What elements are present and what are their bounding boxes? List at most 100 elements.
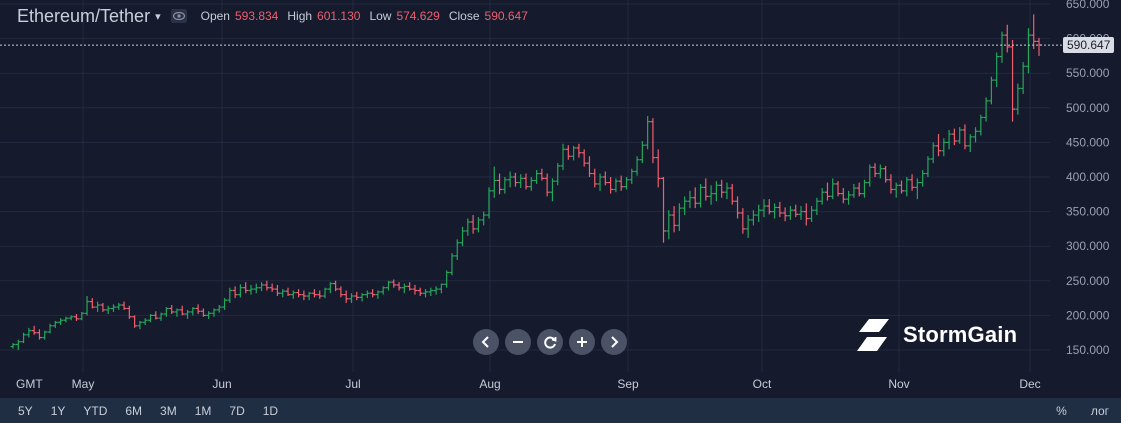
ohlc-bar[interactable]	[507, 171, 513, 188]
ohlc-bar[interactable]	[343, 290, 349, 303]
ohlc-bar[interactable]	[15, 339, 21, 350]
ohlc-bar[interactable]	[920, 170, 926, 187]
ohlc-bar[interactable]	[179, 305, 185, 316]
ohlc-bar[interactable]	[703, 178, 709, 201]
ohlc-bar[interactable]	[475, 217, 481, 233]
ohlc-bar[interactable]	[1036, 37, 1042, 56]
ohlc-bar[interactable]	[322, 287, 328, 299]
ohlc-bar[interactable]	[1010, 39, 1016, 122]
ohlc-bar[interactable]	[814, 197, 820, 216]
ohlc-bar[interactable]	[237, 284, 243, 298]
ohlc-bar[interactable]	[280, 289, 286, 298]
ohlc-bar[interactable]	[433, 286, 439, 295]
ohlc-bar[interactable]	[851, 183, 857, 198]
range-button-7d[interactable]: 7D	[229, 403, 245, 418]
ohlc-bar[interactable]	[877, 164, 883, 179]
ohlc-bar[interactable]	[645, 116, 651, 150]
ohlc-bar[interactable]	[661, 177, 667, 243]
ohlc-bar[interactable]	[756, 204, 762, 222]
ohlc-bar[interactable]	[682, 196, 688, 216]
ohlc-bar[interactable]	[830, 178, 836, 200]
ohlc-bar[interactable]	[274, 284, 280, 297]
ohlc-bar[interactable]	[407, 282, 413, 291]
log-scale-toggle[interactable]: лог	[1090, 403, 1109, 418]
ohlc-bar[interactable]	[311, 289, 317, 298]
ohlc-bar[interactable]	[470, 215, 476, 234]
ohlc-bar[interactable]	[957, 127, 963, 144]
ohlc-bar[interactable]	[253, 283, 259, 294]
ohlc-bar[interactable]	[222, 298, 228, 310]
ohlc-bar[interactable]	[528, 177, 534, 191]
ohlc-bar[interactable]	[385, 280, 391, 291]
ohlc-bar[interactable]	[1004, 24, 1010, 53]
ohlc-bar[interactable]	[666, 210, 672, 240]
ohlc-bar[interactable]	[31, 325, 37, 335]
ohlc-bar[interactable]	[571, 145, 577, 161]
ohlc-bar[interactable]	[983, 97, 989, 122]
ohlc-bar[interactable]	[719, 179, 725, 198]
ohlc-bar[interactable]	[930, 142, 936, 164]
ohlc-bar[interactable]	[89, 298, 95, 309]
ohlc-bar[interactable]	[375, 290, 381, 299]
ohlc-bar[interactable]	[608, 177, 614, 194]
ohlc-bar[interactable]	[200, 308, 206, 317]
ohlc-bar[interactable]	[761, 199, 767, 218]
ohlc-bar[interactable]	[835, 181, 841, 197]
ohlc-bar[interactable]	[100, 302, 106, 312]
reset-button[interactable]	[537, 329, 563, 355]
ohlc-bar[interactable]	[655, 149, 661, 188]
ohlc-bar[interactable]	[301, 290, 307, 301]
ohlc-bar[interactable]	[994, 52, 1000, 88]
ohlc-bar[interactable]	[359, 293, 365, 302]
ohlc-bar[interactable]	[623, 177, 629, 190]
ohlc-bar[interactable]	[597, 173, 603, 191]
ohlc-bar[interactable]	[745, 215, 751, 238]
ohlc-bar[interactable]	[676, 203, 682, 231]
chart-area[interactable]: 150.000 200.000 250.000 300.000 350.000 400.0…	[0, 0, 1121, 398]
price-chart[interactable]: 150.000 200.000 250.000 300.000 350.000 400.0…	[0, 0, 1121, 398]
ohlc-bar[interactable]	[692, 187, 698, 209]
ohlc-bar[interactable]	[454, 239, 460, 261]
ohlc-bar[interactable]	[327, 282, 333, 294]
ohlc-bar[interactable]	[428, 287, 434, 297]
ohlc-bar[interactable]	[740, 208, 746, 234]
ohlc-bar[interactable]	[185, 309, 191, 319]
ohlc-bar[interactable]	[449, 253, 455, 276]
ohlc-bar[interactable]	[116, 302, 122, 310]
ohlc-bar[interactable]	[602, 171, 608, 186]
ohlc-bar[interactable]	[465, 218, 471, 236]
ohlc-bar[interactable]	[401, 283, 407, 294]
percent-toggle[interactable]: %	[1056, 403, 1067, 418]
ohlc-bar[interactable]	[21, 332, 27, 344]
scroll-left-button[interactable]	[473, 329, 499, 355]
ohlc-bar[interactable]	[63, 316, 69, 323]
ohlc-bar[interactable]	[962, 124, 968, 150]
ohlc-bar[interactable]	[216, 305, 222, 313]
ohlc-bar[interactable]	[735, 196, 741, 219]
ohlc-bar[interactable]	[142, 318, 148, 326]
ohlc-bar[interactable]	[153, 311, 159, 320]
ohlc-bar[interactable]	[391, 279, 397, 288]
ohlc-bar[interactable]	[650, 118, 656, 164]
range-button-1m[interactable]: 1M	[194, 403, 212, 418]
ohlc-bar[interactable]	[539, 168, 545, 181]
ohlc-bar[interactable]	[936, 134, 942, 157]
ohlc-bar[interactable]	[264, 280, 270, 291]
range-button-1d[interactable]: 1D	[262, 403, 279, 418]
ohlc-bar[interactable]	[523, 173, 529, 190]
ohlc-bar[interactable]	[52, 320, 58, 328]
symbol-selector[interactable]: Ethereum/Tether ▾	[17, 6, 161, 27]
ohlc-bar[interactable]	[73, 314, 79, 321]
ohlc-bar[interactable]	[444, 270, 450, 288]
ohlc-bar[interactable]	[269, 283, 275, 292]
ohlc-bar[interactable]	[898, 180, 904, 194]
ohlc-bar[interactable]	[290, 290, 296, 299]
ohlc-bar[interactable]	[856, 182, 862, 197]
ohlc-bar[interactable]	[544, 173, 550, 197]
ohlc-bar[interactable]	[380, 286, 386, 295]
ohlc-bar[interactable]	[423, 289, 429, 298]
ohlc-bar[interactable]	[724, 182, 730, 200]
range-button-ytd[interactable]: YTD	[83, 403, 108, 418]
ohlc-bar[interactable]	[872, 163, 878, 177]
ohlc-bar[interactable]	[809, 206, 815, 222]
